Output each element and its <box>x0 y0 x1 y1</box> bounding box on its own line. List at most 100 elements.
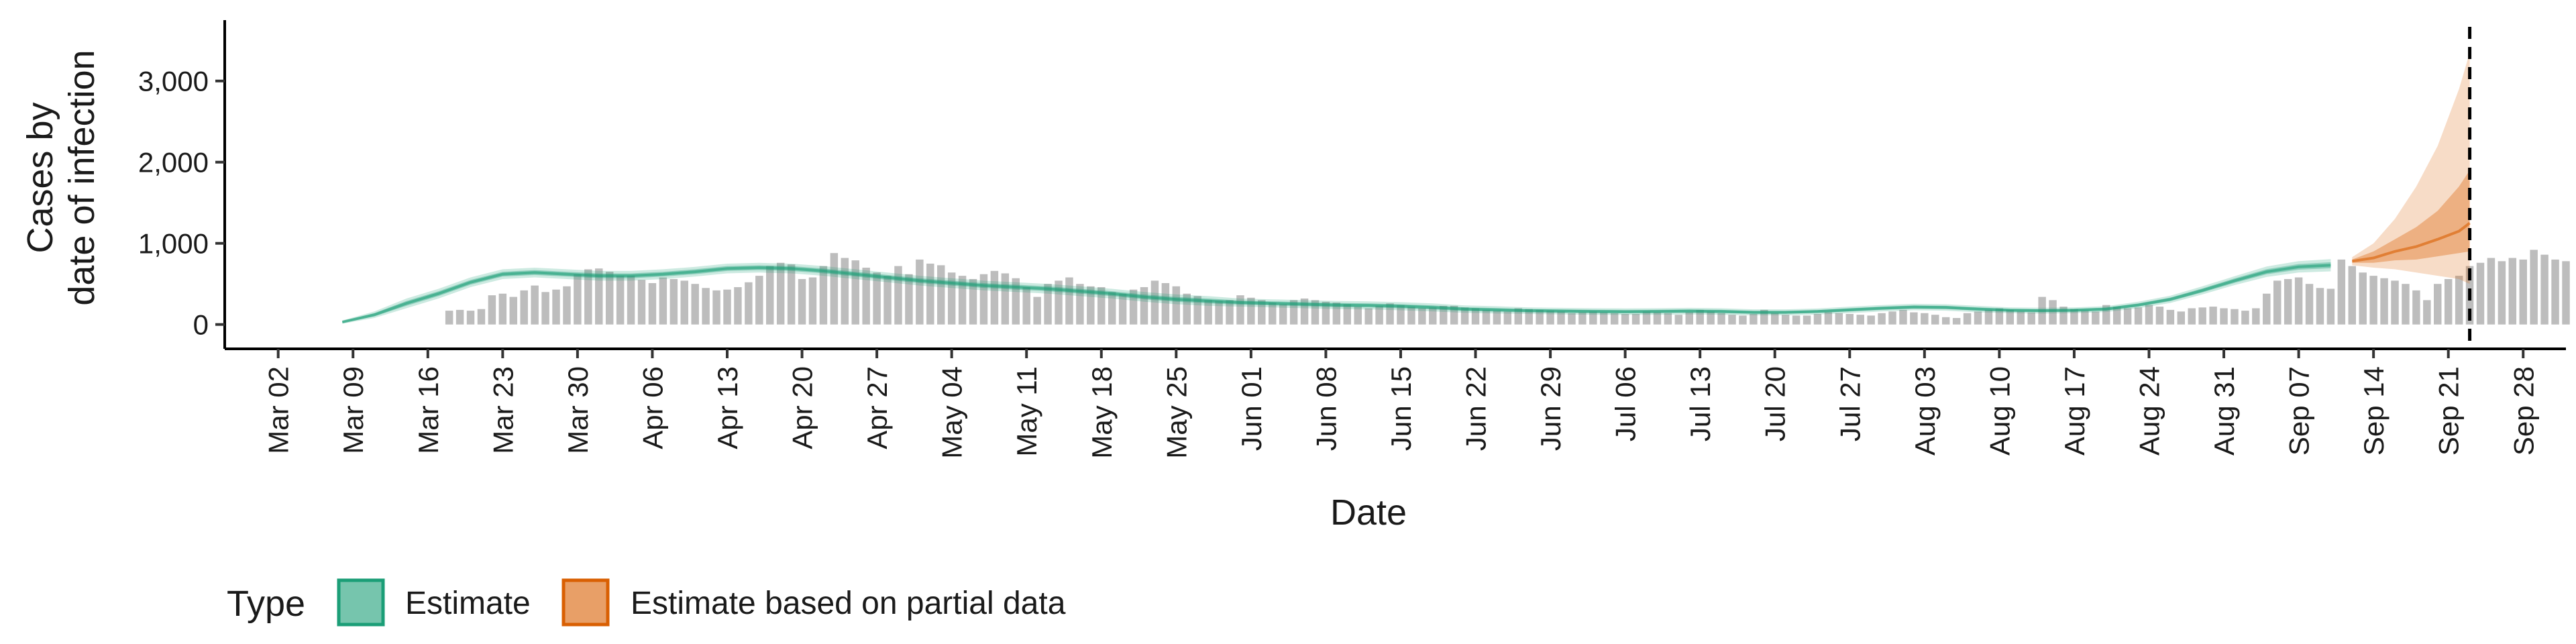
bar <box>2166 309 2175 325</box>
bar <box>1674 315 1683 325</box>
bar <box>979 274 988 325</box>
bar <box>1012 278 1020 325</box>
bar <box>2070 309 2078 325</box>
bar <box>1845 313 1854 325</box>
bar <box>1471 308 1480 325</box>
bar <box>1503 311 1512 325</box>
bar <box>1087 286 1095 325</box>
x-axis-label: Date <box>1330 492 1407 533</box>
bar <box>776 262 785 325</box>
legend-label: Estimate <box>405 586 531 621</box>
bar <box>466 311 475 325</box>
y-tick-label: 3,000 <box>138 66 209 97</box>
bar <box>936 265 945 325</box>
bar <box>2102 305 2110 325</box>
bar <box>445 311 453 325</box>
legend-swatch <box>337 578 385 627</box>
bar <box>1685 312 1693 325</box>
bar <box>509 297 518 325</box>
y-axis-label-line: date of infection <box>62 50 102 305</box>
bar <box>616 276 625 325</box>
bar <box>1289 300 1298 325</box>
bar <box>798 278 806 325</box>
estimate-band-90 <box>342 259 2331 324</box>
x-tick-label: May 11 <box>1011 366 1042 457</box>
bar <box>1568 313 1576 325</box>
bar <box>1108 292 1116 325</box>
legend-label: Estimate based on partial data <box>631 586 1066 621</box>
bar <box>1664 313 1672 325</box>
bar <box>2027 312 2035 325</box>
bar <box>584 269 592 325</box>
bar <box>1001 273 1010 325</box>
bar <box>1183 293 1191 325</box>
bar <box>648 283 657 325</box>
bar <box>2123 308 2132 325</box>
bar <box>1129 289 1138 325</box>
bar <box>1770 313 1779 325</box>
bar <box>1739 315 1747 325</box>
bar <box>1322 301 1330 325</box>
x-tick-label: Mar 23 <box>487 366 519 454</box>
bar <box>819 266 828 325</box>
bar <box>1974 311 1982 325</box>
bar <box>862 268 870 325</box>
bar <box>595 268 603 325</box>
bar <box>531 285 539 325</box>
bands-layer <box>341 27 2472 347</box>
bar <box>755 276 763 325</box>
bar <box>1888 311 1896 325</box>
bar <box>2423 300 2431 325</box>
bar <box>712 290 720 325</box>
partial-estimate-band-90 <box>2352 52 2470 284</box>
bar <box>2412 290 2420 325</box>
x-tick-label: Sep 21 <box>2433 366 2465 455</box>
bar <box>2059 307 2068 325</box>
bar <box>1921 313 1929 325</box>
x-tick-label: Jun 22 <box>1460 366 1492 451</box>
x-tick-label: May 18 <box>1086 366 1118 459</box>
bar <box>1150 280 1159 325</box>
x-tick-label: Jun 01 <box>1236 366 1267 451</box>
x-tick-label: May 04 <box>936 366 968 459</box>
bar <box>477 309 486 325</box>
bar <box>2551 259 2559 325</box>
bar <box>1781 315 1790 325</box>
bar <box>2145 305 2153 325</box>
y-axis-label-line: Cases by <box>20 102 60 253</box>
bar <box>2434 284 2442 325</box>
x-tick-label: Jun 08 <box>1310 366 1342 451</box>
bar <box>1118 293 1127 325</box>
bar <box>787 264 796 325</box>
bar <box>1878 313 1886 325</box>
bar <box>2188 308 2196 325</box>
x-tick-label: Sep 28 <box>2508 366 2539 455</box>
bar <box>2487 258 2496 325</box>
bar <box>873 272 881 325</box>
bar <box>916 259 924 325</box>
y-tick-label: 0 <box>193 309 209 341</box>
bar <box>1065 277 1073 325</box>
bar <box>498 293 507 325</box>
bar <box>947 272 956 325</box>
bar <box>1097 287 1106 325</box>
x-tick-label: Aug 10 <box>1984 366 2015 455</box>
bar <box>1236 295 1244 325</box>
bar <box>1386 303 1394 325</box>
bar <box>851 260 859 325</box>
bar <box>2348 266 2357 325</box>
bar <box>2326 288 2335 325</box>
x-tick-label: Aug 17 <box>2059 366 2090 455</box>
x-tick-label: Jul 06 <box>1610 366 1642 441</box>
bar <box>1022 287 1030 325</box>
bar <box>2444 278 2453 325</box>
bar <box>1899 309 1907 325</box>
bar <box>1407 307 1415 325</box>
x-tick-label: Apr 27 <box>861 366 893 449</box>
bar <box>1450 305 1458 325</box>
bar <box>1750 313 1758 325</box>
bar <box>1952 318 1961 325</box>
bar <box>2455 276 2463 325</box>
bar <box>1653 312 1662 325</box>
